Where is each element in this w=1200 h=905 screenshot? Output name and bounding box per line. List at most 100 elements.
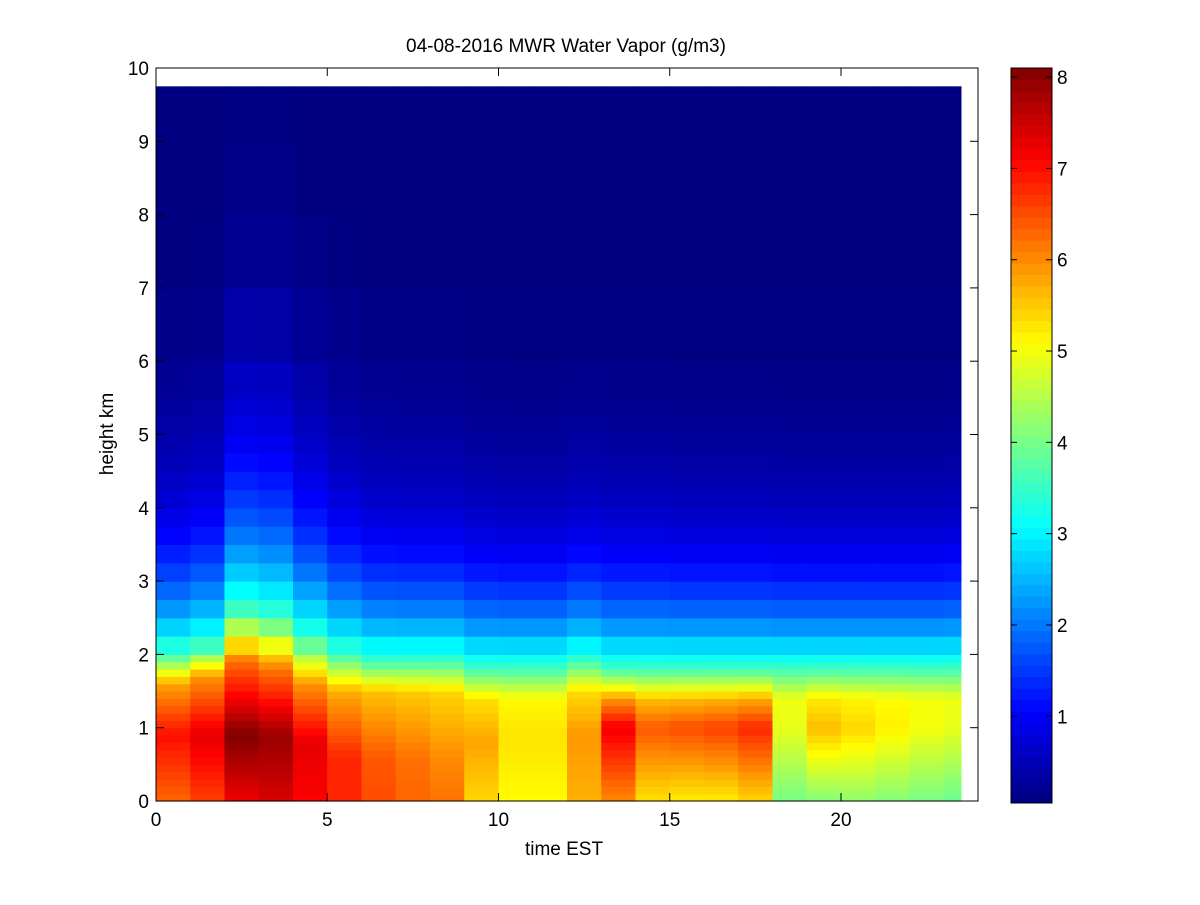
heatmap-cell [464, 599, 500, 619]
heatmap-cell [601, 683, 637, 692]
heatmap-cell [190, 771, 226, 780]
heatmap-cell [156, 489, 191, 509]
heatmap-cell [361, 489, 397, 509]
heatmap-cell [361, 434, 397, 454]
heatmap-cell [601, 526, 637, 546]
heatmap-cell [806, 636, 842, 655]
heatmap-cell [327, 771, 363, 780]
heatmap-cell [156, 86, 191, 142]
colorbar-segment [1011, 653, 1052, 666]
heatmap-cell [567, 713, 602, 721]
heatmap-cell [361, 526, 397, 546]
heatmap-cell [293, 742, 328, 751]
heatmap-cell [395, 416, 431, 436]
heatmap-cell [875, 654, 911, 663]
heatmap-cell [601, 617, 637, 637]
heatmap-cell [635, 544, 671, 564]
colorbar-segment [1011, 217, 1052, 230]
heatmap-cell [704, 361, 739, 399]
heatmap-cell [704, 749, 739, 758]
x-tick-label: 10 [488, 810, 509, 831]
heatmap-cell [498, 581, 534, 601]
heatmap-cell [909, 742, 945, 751]
heatmap-cell [669, 683, 705, 692]
heatmap-cell [704, 661, 739, 670]
heatmap-cell [156, 749, 191, 758]
colorbar-segment [1011, 780, 1052, 793]
heatmap-cell [258, 676, 294, 685]
heatmap-cell [738, 713, 774, 721]
colorbar-segment [1011, 297, 1052, 310]
heatmap-cell [395, 713, 431, 721]
heatmap-cell [464, 489, 500, 509]
heatmap-cell [293, 793, 328, 802]
heatmap-cell [943, 562, 962, 582]
colorbar-segment [1011, 527, 1052, 540]
heatmap-cell [395, 779, 431, 787]
heatmap-cell [806, 86, 842, 142]
colorbar-segment [1011, 584, 1052, 597]
heatmap-cell [224, 705, 260, 714]
heatmap-cell [635, 676, 671, 685]
heatmap-cell [704, 526, 739, 546]
heatmap-cell [875, 698, 911, 707]
heatmap-cell [909, 141, 945, 216]
heatmap-cell [327, 779, 363, 787]
heatmap-cell [361, 617, 397, 637]
heatmap-cell [669, 562, 705, 582]
heatmap-cell [293, 361, 328, 399]
heatmap-cell [532, 727, 568, 736]
heatmap-cell [738, 214, 774, 289]
heatmap-cell [224, 636, 260, 655]
heatmap-cell [430, 654, 465, 663]
heatmap-cell [943, 764, 962, 773]
heatmap-cell [156, 757, 191, 765]
heatmap-cell [430, 779, 465, 787]
heatmap-cell [327, 727, 363, 736]
heatmap-cell [361, 669, 397, 677]
heatmap-cell [772, 749, 808, 758]
colorbar-tick-label: 1 [1057, 707, 1068, 728]
heatmap-cell [327, 86, 363, 142]
heatmap-cell [293, 720, 328, 729]
heatmap-cell [293, 636, 328, 655]
heatmap-cell [943, 452, 962, 472]
heatmap-cell [327, 676, 363, 685]
heatmap-cell [738, 581, 774, 601]
heatmap-cell [395, 705, 431, 714]
heatmap-cell [635, 654, 671, 663]
heatmap-cell [601, 735, 637, 743]
heatmap-cell [532, 757, 568, 765]
heatmap-cell [635, 698, 671, 707]
heatmap-cell [258, 669, 294, 677]
heatmap-cell [258, 727, 294, 736]
heatmap-cell [772, 735, 808, 743]
heatmap-cell [669, 764, 705, 773]
heatmap-cell [909, 562, 945, 582]
heatmap-cell [156, 416, 191, 436]
heatmap-cell [909, 86, 945, 142]
heatmap-cell [943, 676, 962, 685]
heatmap-cell [258, 636, 294, 655]
heatmap-cell [669, 141, 705, 216]
heatmap-cell [430, 742, 465, 751]
heatmap-cell [361, 691, 397, 699]
heatmap-cell [156, 581, 191, 601]
heatmap-cell [875, 471, 911, 491]
heatmap-cell [841, 562, 876, 582]
heatmap-cell [669, 287, 705, 362]
heatmap-cell [498, 287, 534, 362]
heatmap-cell [875, 361, 911, 399]
heatmap-cell [738, 742, 774, 751]
heatmap-cell [601, 698, 637, 707]
heatmap-cell [738, 636, 774, 655]
heatmap-cell [943, 599, 962, 619]
y-tick-label: 6 [138, 352, 149, 373]
heatmap-cell [224, 434, 260, 454]
heatmap-cell [293, 661, 328, 670]
heatmap-cell [909, 764, 945, 773]
heatmap-cell [875, 86, 911, 142]
heatmap-cell [464, 526, 500, 546]
heatmap-cell [635, 636, 671, 655]
heatmap-cell [464, 287, 500, 362]
